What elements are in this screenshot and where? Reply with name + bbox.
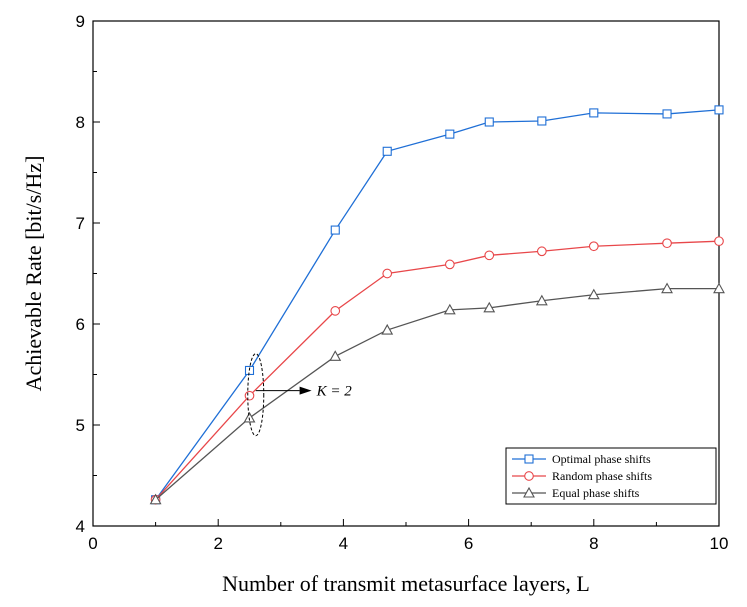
data-point xyxy=(243,411,256,423)
y-tick-label: 4 xyxy=(76,517,85,536)
data-point xyxy=(537,116,547,126)
series-line xyxy=(155,109,720,501)
data-point xyxy=(329,350,342,361)
data-point xyxy=(330,225,340,235)
data-point xyxy=(484,250,495,261)
legend-swatch-marker xyxy=(524,471,534,481)
annotation-ellipse xyxy=(247,353,265,437)
series-line xyxy=(155,240,720,501)
x-tick-label: 6 xyxy=(464,534,473,553)
series-line xyxy=(155,287,719,501)
data-point xyxy=(483,301,496,313)
legend-label: Random phase shifts xyxy=(552,469,652,483)
tick-marks: 0 2 4 6 8 10 4 5 6 7 8 9 xyxy=(76,12,729,553)
data-point xyxy=(714,105,724,115)
y-tick-label: 9 xyxy=(76,12,85,31)
y-axis-label: Achievable Rate [bit/s/Hz] xyxy=(21,156,46,392)
legend: Optimal phase shifts Random phase shifts E… xyxy=(505,447,717,505)
legend-swatch-marker xyxy=(524,454,534,464)
y-tick-label: 7 xyxy=(76,214,85,233)
data-point xyxy=(535,294,548,306)
data-point xyxy=(484,117,494,127)
data-point xyxy=(330,306,341,316)
x-tick-label: 4 xyxy=(339,534,348,553)
data-point xyxy=(382,268,393,279)
x-tick-label: 0 xyxy=(88,534,97,553)
data-point xyxy=(443,303,456,315)
annotation-group: K = 2 xyxy=(247,353,353,437)
y-tick-label: 8 xyxy=(76,113,85,132)
x-tick-label: 8 xyxy=(589,534,598,553)
data-point xyxy=(382,146,392,156)
legend-swatch-marker xyxy=(523,486,535,498)
data-point xyxy=(381,323,394,335)
annotation-arrowhead xyxy=(299,386,312,395)
legend-item: Random phase shifts xyxy=(512,469,652,483)
series-triangle xyxy=(149,282,725,505)
data-point xyxy=(588,241,599,252)
legend-label: Equal phase shifts xyxy=(552,486,640,500)
y-tick-label: 6 xyxy=(76,315,85,334)
data-point xyxy=(589,108,599,118)
series-group xyxy=(149,105,725,505)
series-square xyxy=(151,105,724,505)
legend-item: Equal phase shifts xyxy=(512,486,640,500)
x-axis-label: Number of transmit metasurface layers, L xyxy=(222,571,590,596)
data-point xyxy=(244,390,255,401)
x-tick-label: 2 xyxy=(213,534,222,553)
data-point xyxy=(587,288,600,300)
legend-label: Optimal phase shifts xyxy=(552,452,651,466)
data-point xyxy=(661,282,673,294)
data-point xyxy=(445,129,455,139)
x-tick-label: 10 xyxy=(710,534,729,553)
data-point xyxy=(149,493,162,505)
data-point xyxy=(444,259,455,270)
data-point xyxy=(536,246,547,257)
y-tick-label: 5 xyxy=(76,416,85,435)
data-point xyxy=(244,365,255,376)
data-point xyxy=(662,109,672,119)
data-point xyxy=(714,236,724,247)
annotation-label: K = 2 xyxy=(316,384,353,400)
data-point xyxy=(662,238,672,249)
data-point xyxy=(713,282,725,294)
legend-item: Optimal phase shifts xyxy=(512,452,651,466)
series-circle xyxy=(150,236,724,505)
